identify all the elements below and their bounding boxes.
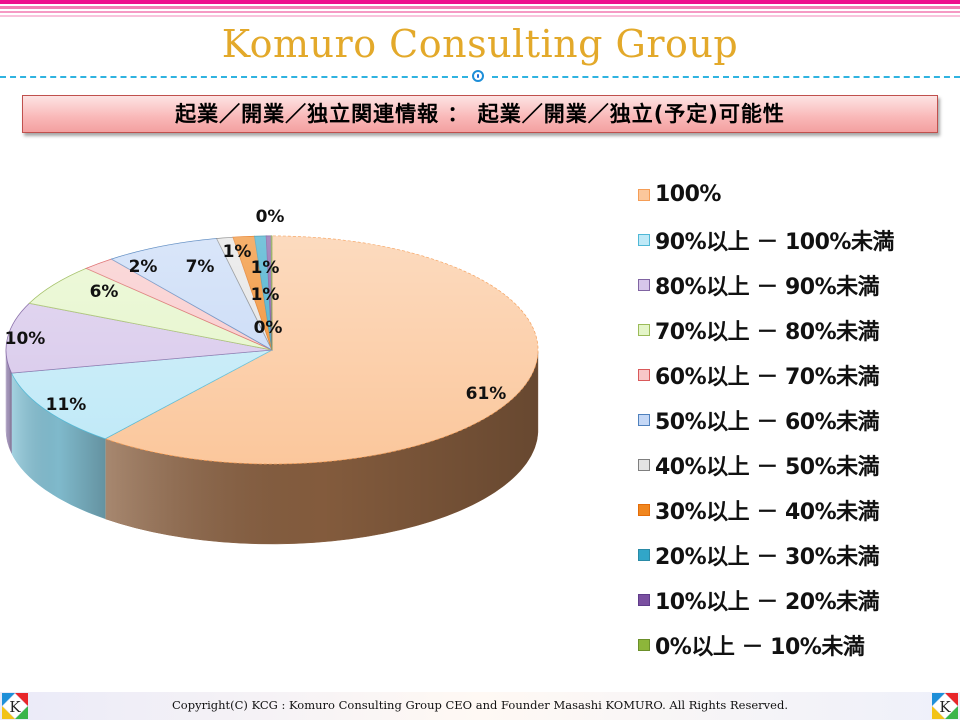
legend-swatch-icon (638, 503, 650, 516)
kcg-logo-left-icon: K (2, 693, 28, 719)
stripe-2 (0, 6, 960, 9)
legend-item: 30%以上 － 40%未満 (638, 487, 960, 532)
pie-data-label: 1% (251, 258, 280, 278)
legend-label: 60%以上 － 70%未満 (655, 364, 880, 390)
legend-swatch-icon (638, 638, 650, 651)
pie-data-label: 6% (90, 282, 119, 302)
pie-slice-side (11, 373, 106, 519)
legend-item: 50%以上 － 60%未満 (638, 397, 960, 442)
kcg-logo-right-icon: K (932, 693, 958, 719)
legend-swatch-icon (638, 458, 650, 471)
pie-slice-side (6, 350, 12, 454)
legend-swatch-icon (638, 413, 650, 426)
pie-sides (5, 350, 539, 545)
pie-data-label: 0% (256, 207, 285, 227)
legend-item: 80%以上 － 90%未満 (638, 262, 960, 307)
pie-slice-side (105, 352, 538, 544)
pie-data-label: 1% (223, 242, 252, 262)
pie-data-label: 2% (129, 257, 158, 277)
stripe-1 (0, 0, 960, 4)
legend-label: 70%以上 － 80%未満 (655, 319, 880, 345)
pie-data-label: 1% (251, 285, 280, 305)
legend-swatch-icon (638, 233, 650, 246)
legend-swatch-icon (638, 188, 650, 201)
legend-swatch-icon (638, 548, 650, 561)
legend-item: 0%以上 － 10%未満 (638, 622, 960, 667)
legend-item: 70%以上 － 80%未満 (638, 307, 960, 352)
legend-label: 80%以上 － 90%未満 (655, 274, 880, 300)
pie-data-labels: 61%11%10%6%2% 7%1%1%1%0%0% (5, 207, 507, 415)
pie-data-label: 7% (186, 257, 215, 277)
legend-item: 10%以上 － 20%未満 (638, 577, 960, 622)
footer-bar (0, 692, 960, 720)
pie-data-label: 10% (5, 329, 46, 349)
dashed-divider-right (492, 76, 960, 78)
brand-title: Komuro Consulting Group (221, 22, 739, 66)
pie-data-label: 11% (46, 395, 87, 415)
legend-label: 40%以上 － 50%未満 (655, 454, 880, 480)
pie-top-face (5, 235, 539, 465)
legend-label: 20%以上 － 30%未満 (655, 544, 880, 570)
legend-item: 40%以上 － 50%未満 (638, 442, 960, 487)
svg-text:K: K (939, 698, 951, 716)
legend-item: 60%以上 － 70%未満 (638, 352, 960, 397)
legend-swatch-icon (638, 278, 650, 291)
svg-text:K: K (9, 698, 21, 716)
legend-swatch-icon (638, 323, 650, 336)
legend-label: 10%以上 － 20%未満 (655, 589, 880, 615)
stripe-4 (0, 15, 960, 17)
legend-item: 20%以上 － 30%未満 (638, 532, 960, 577)
pie-chart: 61%11%10%6%2% 7%1%1%1%0%0% (5, 207, 539, 545)
page-title: 起業／開業／独立関連情報 ： 起業／開業／独立(予定)可能性 (175, 102, 785, 126)
chart-legend: 100% 90%以上 － 100%未満 80%以上 － 90%未満 70%以上 － 8… (638, 172, 960, 667)
legend-item: 90%以上 － 100%未満 (638, 217, 960, 262)
legend-label: 0%以上 － 10%未満 (655, 634, 865, 660)
legend-label: 50%以上 － 60%未満 (655, 409, 880, 435)
legend-label: 100% (655, 182, 721, 207)
legend-swatch-icon (638, 368, 650, 381)
target-dot-icon (472, 70, 484, 82)
pie-data-label: 61% (466, 384, 507, 404)
legend-label: 90%以上 － 100%未満 (655, 229, 894, 255)
stripe-3 (0, 11, 960, 13)
header-stripes (0, 0, 960, 18)
legend-item: 100% (638, 172, 960, 217)
page-title-banner: 起業／開業／独立関連情報 ： 起業／開業／独立(予定)可能性 (22, 95, 938, 133)
legend-swatch-icon (638, 593, 650, 606)
copyright-text: Copyright(C) KCG : Komuro Consulting Gro… (172, 698, 788, 712)
legend-label: 30%以上 － 40%未満 (655, 499, 880, 525)
dashed-divider-left (0, 76, 468, 78)
pie-data-label: 0% (254, 318, 283, 338)
